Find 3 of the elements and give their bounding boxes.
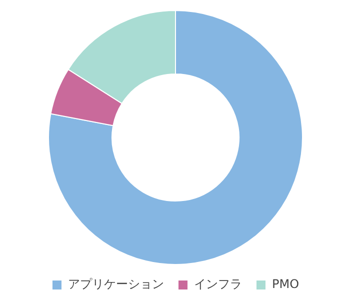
legend-label: インフラ: [194, 277, 242, 292]
legend-label: PMO: [272, 277, 300, 292]
legend-label: アプリケーション: [68, 277, 164, 292]
